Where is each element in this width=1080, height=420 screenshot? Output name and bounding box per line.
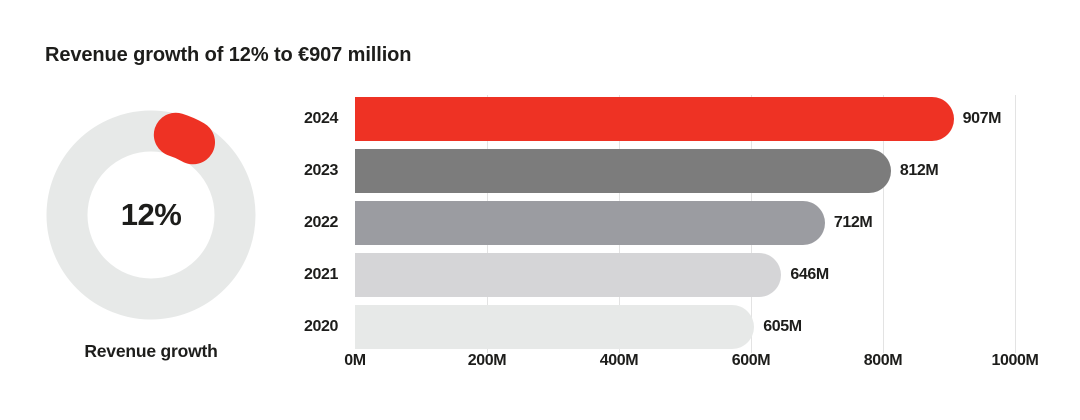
bar-value-label: 605M — [763, 318, 802, 335]
year-label: 2024 — [304, 110, 338, 127]
revenue-growth-donut — [46, 110, 256, 320]
bar-2020 — [355, 305, 755, 349]
bar-row-2021: 2021 646M — [302, 253, 1015, 297]
x-tick-label: 800M — [863, 352, 903, 369]
year-label: 2020 — [304, 318, 338, 335]
year-label: 2023 — [304, 162, 338, 179]
x-tick-label: 200M — [467, 352, 507, 369]
donut-percent-arc — [153, 112, 216, 165]
donut-ring — [46, 110, 256, 320]
bar-2024 — [355, 97, 954, 141]
year-label: 2021 — [304, 266, 338, 283]
bar-2021 — [355, 253, 782, 297]
gridline — [1015, 95, 1016, 353]
bar-track: 646M — [355, 253, 1015, 297]
bar-value-label: 907M — [962, 110, 1002, 127]
bar-row-2020: 2020 605M — [302, 305, 1015, 349]
x-tick-label: 1000M — [991, 352, 1039, 369]
bar-value-label: 712M — [833, 214, 873, 231]
gridline — [883, 95, 884, 353]
bar-rows: 2024 907M 2023 812M 2022 712M 2021 646M 2020 605M — [302, 97, 1015, 357]
bar-value-label: 646M — [790, 266, 829, 283]
x-tick-label: 400M — [599, 352, 639, 369]
year-label: 2022 — [304, 214, 338, 231]
bar-value-label: 812M — [899, 162, 939, 179]
bar-row-2022: 2022 712M — [302, 201, 1015, 245]
x-axis-ticks: 0M 200M 400M 600M 800M 1000M — [344, 352, 1039, 372]
x-tick-label: 0M — [344, 352, 366, 369]
chart-title: Revenue growth of 12% to €907 million — [45, 44, 412, 66]
bar-2022 — [355, 201, 825, 245]
bar-track: 605M — [355, 305, 1015, 349]
bar-track: 812M — [355, 149, 1015, 193]
bar-track: 712M — [355, 201, 1015, 245]
donut-caption: Revenue growth — [84, 341, 218, 361]
bar-row-2023: 2023 812M — [302, 149, 1015, 193]
x-tick-label: 600M — [731, 352, 771, 369]
bar-track: 907M — [355, 97, 1015, 141]
bar-row-2024: 2024 907M — [302, 97, 1015, 141]
bar-2023 — [355, 149, 891, 193]
